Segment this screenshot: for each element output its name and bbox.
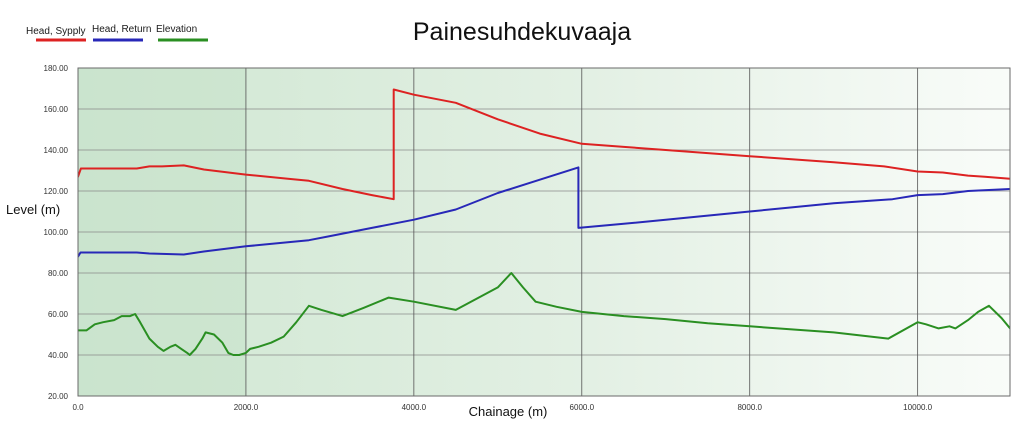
x-tick-label: 8000.0 xyxy=(737,403,762,412)
chart-title: Painesuhdekuvaaja xyxy=(413,18,631,46)
legend-label-supply: Head, Sypply xyxy=(26,26,85,37)
y-tick-label: 180.00 xyxy=(44,64,69,73)
x-tick-label: 10000.0 xyxy=(903,403,932,412)
axis-tick-labels: 20.00 40.00 60.00 80.00 100.00 120.00 140.00 16… xyxy=(44,64,933,412)
grid-lines xyxy=(77,67,1010,397)
y-tick-label: 140.00 xyxy=(44,146,69,155)
y-tick-label: 20.00 xyxy=(48,392,69,401)
series-line-3 xyxy=(78,272,1010,356)
x-axis-title: Chainage (m) xyxy=(469,404,548,419)
series-line-2 xyxy=(78,166,1010,258)
legend: Head, Sypply Head, Return Elevation xyxy=(26,24,208,42)
y-tick-label: 40.00 xyxy=(48,351,69,360)
y-tick-label: 160.00 xyxy=(44,105,69,114)
y-tick-label: 120.00 xyxy=(44,187,69,196)
x-tick-label: 4000.0 xyxy=(402,403,427,412)
series-line-1 xyxy=(78,88,1010,201)
x-tick-label: 0.0 xyxy=(72,403,84,412)
chart-series xyxy=(78,88,1010,356)
legend-label-return: Head, Return xyxy=(92,24,151,35)
plot-frame xyxy=(77,67,1011,397)
y-tick-label: 60.00 xyxy=(48,310,69,319)
y-axis-title: Level (m) xyxy=(6,202,60,217)
x-tick-label: 2000.0 xyxy=(234,403,259,412)
legend-label-elevation: Elevation xyxy=(156,24,197,35)
y-tick-label: 100.00 xyxy=(44,228,69,237)
y-tick-label: 80.00 xyxy=(48,269,69,278)
x-tick-label: 6000.0 xyxy=(570,403,595,412)
